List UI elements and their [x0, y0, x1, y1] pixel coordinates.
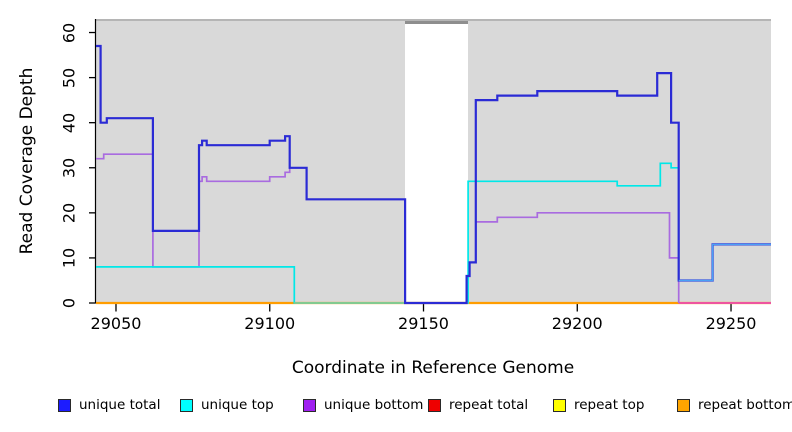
legend-label: repeat bottom: [698, 397, 792, 413]
series-line-unique-bottom: [96, 153, 680, 304]
legend-label: repeat top: [574, 397, 645, 413]
legend-item-repeat-top: repeat top: [553, 397, 644, 413]
legend-label: repeat total: [449, 397, 529, 413]
legend-item-unique-top: unique top: [180, 397, 274, 413]
y-tick-label: 0: [59, 297, 79, 309]
legend-label: unique top: [201, 397, 274, 413]
legend-swatch-icon: [428, 398, 441, 412]
x-axis-title: Coordinate in Reference Genome: [291, 358, 575, 378]
legend-item-unique-bottom: unique bottom: [303, 397, 423, 413]
y-axis-title: Read Coverage Depth: [17, 67, 37, 255]
x-tick-label: 29050: [90, 314, 142, 333]
x-tick-label: 29150: [398, 314, 449, 333]
legend-swatch-icon: [303, 398, 316, 412]
x-tick-label: 29100: [244, 314, 296, 333]
legend-item-repeat-total: repeat total: [428, 397, 528, 413]
series-line-unique-total+top-overlap-tail: [678, 243, 771, 282]
legend-swatch-icon: [180, 398, 193, 412]
x-tick-label: 29250: [705, 314, 757, 333]
legend-item-repeat-bottom: repeat bottom: [677, 397, 792, 413]
x-tick-label: 29200: [551, 314, 603, 333]
series-line-unique-total: [96, 44, 771, 305]
y-tick-label: 20: [59, 202, 79, 224]
y-tick-label: 40: [59, 112, 79, 133]
coverage-gap-band: [405, 21, 469, 303]
legend-label: unique bottom: [324, 397, 424, 413]
legend-swatch-icon: [553, 398, 566, 412]
legend-swatch-icon: [58, 398, 71, 412]
legend: unique total unique top unique bottom repea…: [0, 397, 792, 421]
legend-swatch-icon: [677, 398, 690, 412]
y-tick-label: 30: [59, 157, 79, 178]
plot-area: [96, 19, 771, 303]
y-tick-label: 50: [59, 67, 79, 88]
legend-label: unique total: [79, 397, 161, 413]
y-tick-label: 60: [59, 22, 79, 43]
legend-item-unique-total: unique total: [58, 397, 160, 413]
y-tick-label: 10: [59, 247, 79, 269]
